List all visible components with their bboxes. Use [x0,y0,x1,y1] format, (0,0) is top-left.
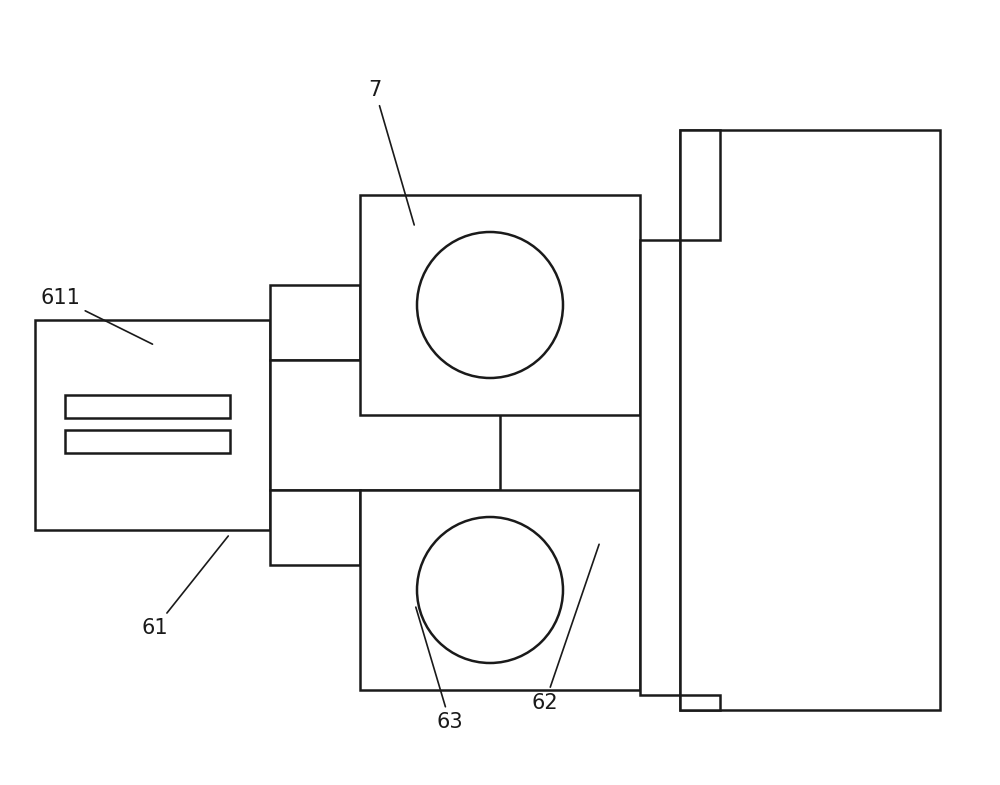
Bar [360,490,640,690]
Bar [65,430,230,453]
Bar [35,320,270,530]
Bar [270,285,360,360]
Circle shape [417,517,563,663]
Bar [360,195,640,415]
Circle shape [417,232,563,378]
Text: 7: 7 [368,80,414,225]
Text: 62: 62 [532,544,599,713]
Text: 61: 61 [142,536,228,638]
Text: 63: 63 [416,607,463,732]
Bar [680,130,940,710]
Bar [65,395,230,418]
Text: 611: 611 [40,288,153,344]
Bar [680,695,720,710]
Bar [640,240,680,695]
Bar [680,130,720,240]
Bar [270,490,360,565]
Bar [270,360,500,490]
